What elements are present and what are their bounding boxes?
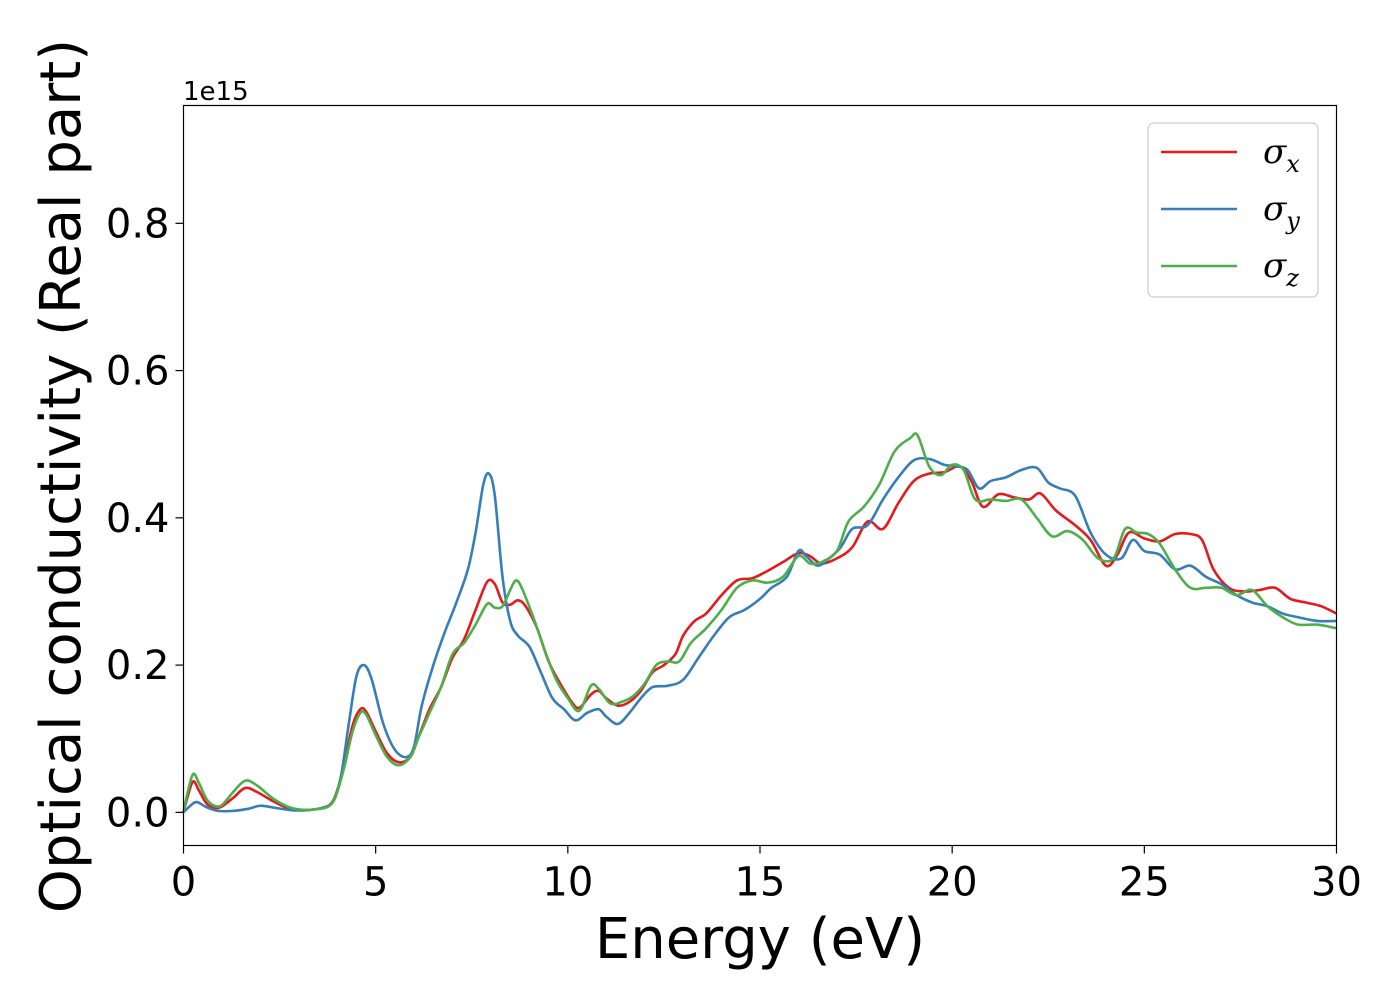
y-tick-label: 0.0 xyxy=(106,790,170,836)
x-tick-label: 25 xyxy=(1119,860,1170,906)
y-tick-label: 0.4 xyxy=(106,496,170,542)
y-axis-label: Optical conductivity (Real part) xyxy=(29,39,94,913)
y-axis: 0.0 0.2 0.4 0.6 0.8 xyxy=(106,201,184,836)
y-offset-label: 1e15 xyxy=(183,77,249,107)
legend-label-y: σy xyxy=(1263,189,1300,235)
y-tick-label: 0.8 xyxy=(106,201,170,247)
x-axis-label: Energy (eV) xyxy=(595,907,925,972)
legend-label-z: σz xyxy=(1263,246,1299,292)
series-line-z xyxy=(182,432,1337,813)
x-tick-label: 5 xyxy=(363,860,388,906)
legend: σx σy σz xyxy=(1147,122,1319,298)
x-tick-label: 15 xyxy=(735,860,786,906)
y-tick-label: 0.2 xyxy=(106,643,170,689)
series-line-y xyxy=(182,456,1337,814)
x-tick-label: 10 xyxy=(542,860,593,906)
plot-lines xyxy=(182,432,1338,814)
legend-label-x: σx xyxy=(1263,132,1300,178)
x-tick-label: 0 xyxy=(171,860,196,906)
y-tick-label: 0.6 xyxy=(106,349,170,395)
x-axis: 0 5 10 15 20 25 30 xyxy=(171,845,1362,906)
x-tick-label: 30 xyxy=(1311,860,1362,906)
x-tick-label: 20 xyxy=(927,860,978,906)
